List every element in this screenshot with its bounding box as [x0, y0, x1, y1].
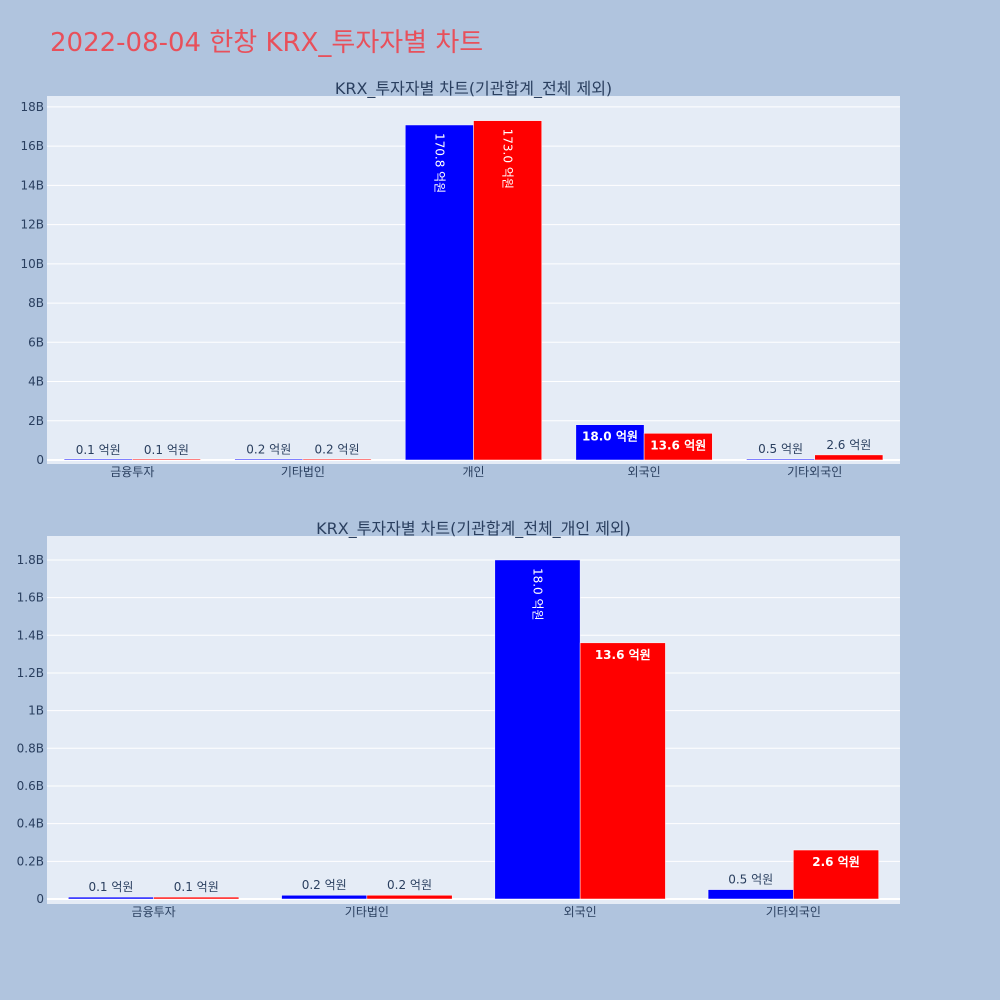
- bar: [579, 642, 666, 900]
- y-tick-label: 0.2B: [17, 854, 44, 868]
- bar: [405, 124, 474, 461]
- data-label: 0.2 억원: [387, 878, 432, 892]
- bar: [234, 458, 304, 461]
- bar: [302, 458, 372, 461]
- y-tick-label: 14B: [20, 178, 44, 192]
- chart-title: KRX_투자자별 차트(기관합계_전체 제외): [335, 79, 612, 99]
- data-label: 18.0 억원: [530, 568, 544, 621]
- data-label: 0.1 억원: [144, 443, 189, 457]
- x-tick-label: 기타외국인: [787, 465, 842, 479]
- y-tick-label: 6B: [28, 335, 44, 349]
- data-label: 2.6 억원: [826, 438, 871, 452]
- chart-2: 0 0.2B 0.4B 0.6B 0.8B 1B 1.2B 1.4B 1.6B 1.8B KRX_투…: [17, 519, 900, 919]
- y-tick-label: 16B: [20, 139, 44, 153]
- y-tick-label: 18B: [20, 100, 44, 114]
- data-label: 0.1 억원: [88, 880, 133, 894]
- y-tick-label: 12B: [20, 218, 44, 232]
- data-label: 13.6 억원: [595, 648, 651, 662]
- y-tick-label: 0.8B: [17, 741, 44, 755]
- data-label: 2.6 억원: [812, 855, 860, 869]
- y-tick-label: 10B: [20, 257, 44, 271]
- bar: [68, 896, 154, 900]
- plot-area: [47, 536, 900, 904]
- y-tick-label: 8B: [28, 296, 44, 310]
- data-label: 18.0 억원: [582, 430, 638, 444]
- bar: [473, 120, 542, 461]
- y-tick-label: 1.2B: [17, 666, 44, 680]
- page-title: 2022-08-04 한창 KRX_투자자별 차트: [50, 28, 484, 58]
- y-tick-label: 0.6B: [17, 779, 44, 793]
- bar: [643, 433, 713, 461]
- chart-1: 0 2B 4B 6B 8B 10B 12B 14B 16B 18B KRX_투자자별 차트(기관합계…: [20, 79, 900, 479]
- data-label: 0.2 억원: [302, 878, 347, 892]
- bar: [746, 458, 815, 461]
- x-tick-label: 개인: [462, 465, 484, 479]
- bar: [575, 424, 645, 461]
- data-label: 170.8 억원: [432, 133, 446, 193]
- y-tick-label: 0: [36, 453, 44, 467]
- x-tick-label: 기타외국인: [766, 905, 821, 919]
- bar: [814, 454, 884, 461]
- x-tick-label: 외국인: [628, 465, 661, 479]
- bar: [707, 889, 794, 900]
- x-tick-label: 금융투자: [132, 905, 176, 919]
- x-tick-label: 기타법인: [281, 465, 325, 479]
- y-tick-label: 1B: [28, 704, 44, 718]
- chart-title: KRX_투자자별 차트(기관합계_전체_개인 제외): [316, 519, 631, 539]
- y-tick-label: 2B: [28, 414, 44, 428]
- bar: [281, 894, 368, 900]
- data-label: 0.5 억원: [758, 442, 803, 456]
- x-tick-label: 기타법인: [345, 905, 389, 919]
- y-tick-label: 4B: [28, 375, 44, 389]
- data-label: 173.0 억원: [501, 129, 515, 189]
- bar: [153, 896, 240, 900]
- data-label: 0.2 억원: [315, 443, 360, 457]
- data-label: 0.1 억원: [174, 880, 219, 894]
- data-label: 0.1 억원: [76, 443, 121, 457]
- bar: [366, 894, 453, 900]
- data-label: 0.2 억원: [246, 443, 291, 457]
- y-tick-label: 1.8B: [17, 553, 44, 567]
- y-tick-label: 0: [36, 892, 44, 906]
- data-label: 0.5 억원: [728, 873, 773, 887]
- y-tick-label: 1.6B: [17, 591, 44, 605]
- x-tick-label: 금융투자: [110, 465, 154, 479]
- y-tick-label: 1.4B: [17, 628, 44, 642]
- bar: [132, 458, 201, 461]
- data-label: 13.6 억원: [650, 438, 706, 452]
- x-tick-label: 외국인: [564, 905, 597, 919]
- bar: [793, 849, 879, 900]
- bar: [63, 458, 133, 461]
- y-tick-label: 0.4B: [17, 817, 44, 831]
